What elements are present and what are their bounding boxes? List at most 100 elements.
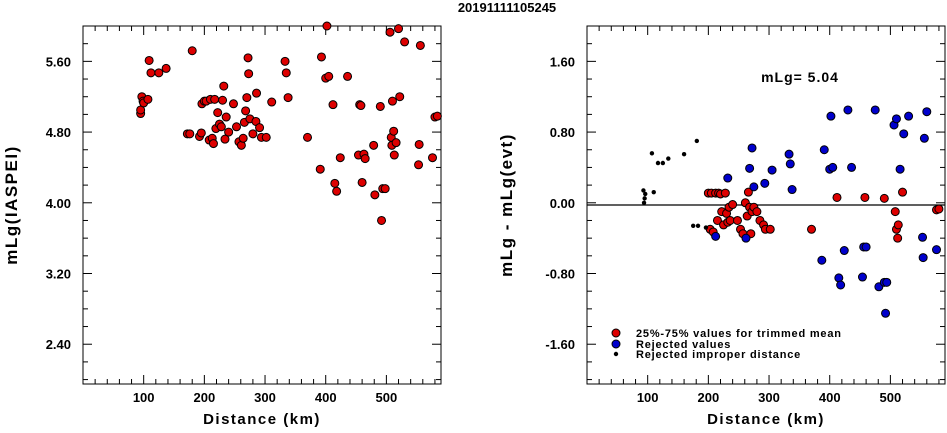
data-point-improper xyxy=(641,200,647,205)
legend-label-rejected: Rejected values xyxy=(636,339,731,351)
data-point-rejected xyxy=(745,163,755,173)
data-point xyxy=(380,184,390,194)
right-y-tick-label: -1.60 xyxy=(545,337,575,352)
data-point xyxy=(267,97,277,107)
data-point xyxy=(218,95,228,105)
right-y-axis-label: mLg - mLg(evt) xyxy=(497,133,516,277)
data-point-rejected xyxy=(870,105,880,115)
data-point xyxy=(335,153,345,163)
data-point-rejected xyxy=(839,246,849,256)
left-x-tick-label: 100 xyxy=(133,390,155,405)
data-point-improper xyxy=(651,189,656,195)
data-point-improper xyxy=(649,151,655,156)
data-point xyxy=(238,133,248,143)
left-panel: 100 200 300 400 500 2.40 3.20 4.00 4.80 5.60 Dist… xyxy=(2,21,442,428)
data-point xyxy=(328,100,338,110)
data-point xyxy=(252,88,262,98)
right-panel: 100 200 300 400 500 -1.60 -0.80 0.00 0.80 1.60 mL… xyxy=(497,25,946,428)
data-point-rejected xyxy=(891,114,901,124)
data-point-improper xyxy=(660,160,666,166)
data-point xyxy=(389,126,399,136)
data-point-rejected xyxy=(785,159,795,169)
data-point xyxy=(377,215,387,225)
data-point xyxy=(728,200,738,210)
data-point-rejected xyxy=(747,143,757,153)
left-y-tick-label: 2.40 xyxy=(46,337,71,352)
data-point xyxy=(185,129,195,139)
figure-title: 20191111105245 xyxy=(458,0,556,15)
data-point xyxy=(389,150,399,160)
data-point-rejected xyxy=(760,178,770,188)
data-point-rejected xyxy=(922,107,932,117)
data-point xyxy=(315,164,325,174)
data-point-rejected xyxy=(847,162,857,172)
right-y-tick-label: -0.80 xyxy=(545,267,575,282)
data-point xyxy=(356,101,366,111)
data-point-improper xyxy=(641,188,646,193)
data-point xyxy=(213,108,223,118)
data-point xyxy=(208,139,218,149)
data-point xyxy=(232,122,242,132)
data-point xyxy=(860,192,870,202)
data-point-rejected xyxy=(749,182,759,192)
data-point-improper xyxy=(695,223,701,228)
data-point-improper xyxy=(643,191,648,197)
data-point-rejected xyxy=(919,133,929,143)
data-point xyxy=(360,154,370,164)
left-points xyxy=(136,21,442,225)
data-point xyxy=(244,69,254,79)
right-x-tick-label: 300 xyxy=(758,390,780,405)
data-point xyxy=(281,68,291,78)
data-point-rejected xyxy=(819,145,829,155)
right-x-tick-label: 500 xyxy=(880,390,902,405)
data-point-improper xyxy=(681,151,687,157)
right-y-tick-label: 0.00 xyxy=(550,196,575,211)
legend-label-trimmed: 25%-75% values for trimmed mean xyxy=(636,328,842,340)
data-point-rejected xyxy=(711,231,721,241)
data-point xyxy=(369,140,379,150)
left-y-tick-label: 5.60 xyxy=(46,54,71,69)
data-point-improper xyxy=(703,225,709,230)
data-point xyxy=(414,139,424,149)
data-point xyxy=(332,186,342,196)
data-point xyxy=(220,134,230,144)
data-point xyxy=(210,94,220,104)
legend: 25%-75% values for trimmed mean Rejected… xyxy=(611,328,842,361)
left-x-axis-label: Distance (km) xyxy=(203,411,321,428)
data-point-rejected xyxy=(895,164,905,174)
data-point-rejected xyxy=(817,255,827,265)
right-x-tick-label: 400 xyxy=(819,390,841,405)
data-point-improper xyxy=(690,223,696,228)
data-point xyxy=(242,93,252,103)
data-point-improper xyxy=(655,160,661,166)
right-annotation: mLg= 5.04 xyxy=(761,69,839,85)
left-y-axis-label: mLg(IASPEI) xyxy=(2,145,21,264)
data-point-rejected xyxy=(767,165,777,175)
right-y-tick-label: 1.60 xyxy=(550,54,575,69)
data-point xyxy=(243,53,253,63)
data-point-rejected xyxy=(918,253,928,263)
data-point xyxy=(712,215,722,225)
left-x-tick-label: 300 xyxy=(254,390,276,405)
data-point xyxy=(187,46,197,56)
left-x-tick-label: 500 xyxy=(376,390,398,405)
data-point-rejected xyxy=(932,245,942,255)
data-point-rejected xyxy=(899,129,909,139)
data-point xyxy=(154,68,164,78)
data-point xyxy=(391,138,401,148)
left-x-tick-label: 400 xyxy=(315,390,337,405)
data-point xyxy=(765,224,775,234)
data-point xyxy=(743,187,753,197)
right-ticks: 100 200 300 400 500 -1.60 -0.80 0.00 0.80 1.60 xyxy=(545,25,945,405)
left-y-tick-label: 3.20 xyxy=(46,267,71,282)
data-point xyxy=(280,56,290,66)
data-point xyxy=(385,27,395,37)
data-point xyxy=(303,132,313,142)
data-point xyxy=(893,220,903,230)
data-point-rejected xyxy=(861,242,871,252)
data-point-rejected xyxy=(843,105,853,115)
data-point xyxy=(146,68,156,78)
data-point xyxy=(752,207,762,217)
data-point xyxy=(428,153,438,163)
data-point-rejected xyxy=(787,185,797,195)
